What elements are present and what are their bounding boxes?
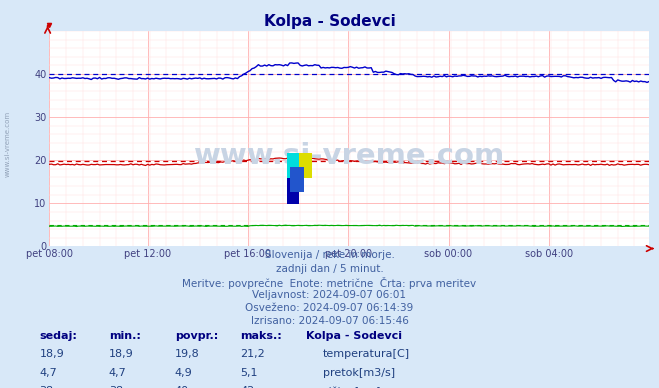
Text: 18,9: 18,9 <box>109 349 134 359</box>
Text: 4,9: 4,9 <box>175 368 192 378</box>
Text: Veljavnost: 2024-09-07 06:01: Veljavnost: 2024-09-07 06:01 <box>252 290 407 300</box>
Text: Izrisano: 2024-09-07 06:15:46: Izrisano: 2024-09-07 06:15:46 <box>250 316 409 326</box>
Text: 21,2: 21,2 <box>241 349 266 359</box>
Text: povpr.:: povpr.: <box>175 331 218 341</box>
Text: 18,9: 18,9 <box>40 349 65 359</box>
Text: Osveženo: 2024-09-07 06:14:39: Osveženo: 2024-09-07 06:14:39 <box>245 303 414 314</box>
Bar <box>287 178 299 204</box>
Text: Kolpa - Sodevci: Kolpa - Sodevci <box>264 14 395 29</box>
Text: www.si-vreme.com: www.si-vreme.com <box>5 111 11 177</box>
Text: Meritve: povprečne  Enote: metrične  Črta: prva meritev: Meritve: povprečne Enote: metrične Črta:… <box>183 277 476 289</box>
Text: www.si-vreme.com: www.si-vreme.com <box>194 142 505 170</box>
Text: 40: 40 <box>175 386 188 388</box>
Text: Kolpa - Sodevci: Kolpa - Sodevci <box>306 331 403 341</box>
Text: min.:: min.: <box>109 331 140 341</box>
Text: 5,1: 5,1 <box>241 368 258 378</box>
Text: 19,8: 19,8 <box>175 349 200 359</box>
Bar <box>299 153 312 178</box>
Text: 4,7: 4,7 <box>109 368 127 378</box>
Bar <box>291 167 304 192</box>
Text: temperatura[C]: temperatura[C] <box>323 349 410 359</box>
Text: 38: 38 <box>109 386 123 388</box>
Text: Slovenija / reke in morje.: Slovenija / reke in morje. <box>264 250 395 260</box>
Text: višina[cm]: višina[cm] <box>323 386 382 388</box>
Bar <box>287 153 299 178</box>
Text: pretok[m3/s]: pretok[m3/s] <box>323 368 395 378</box>
Text: sedaj:: sedaj: <box>40 331 77 341</box>
Text: zadnji dan / 5 minut.: zadnji dan / 5 minut. <box>275 264 384 274</box>
Text: maks.:: maks.: <box>241 331 282 341</box>
Text: 42: 42 <box>241 386 255 388</box>
Text: 4,7: 4,7 <box>40 368 57 378</box>
Text: 38: 38 <box>40 386 53 388</box>
